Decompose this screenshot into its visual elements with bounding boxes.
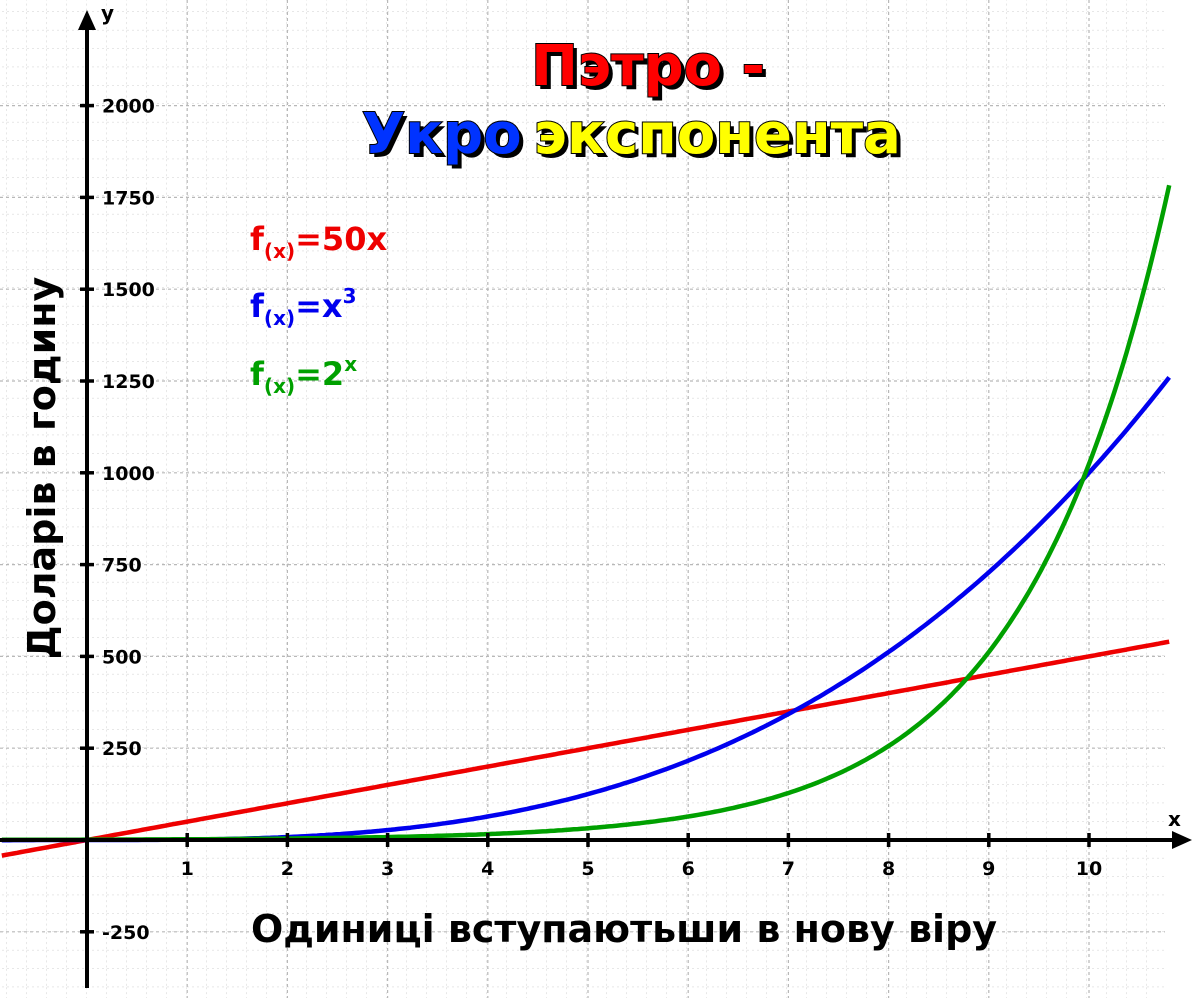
legend-formula-1: f(x)=50x <box>250 220 387 263</box>
y-tick-label: 1250 <box>102 371 155 393</box>
ticks: 1 2 3 4 5 6 7 8 9 10 -250 250 500 750 1000 1250 1500 1750… <box>80 96 1102 944</box>
legend-formula-2: f(x)=x3 <box>250 284 356 330</box>
x-axis-name: x <box>1168 807 1181 831</box>
title-line1-shadow: Пэтро - <box>535 38 769 103</box>
y-axis-title: Доларів в годину <box>20 277 64 660</box>
x-tick-label: 6 <box>682 858 695 880</box>
y-axis-name: y <box>101 1 114 25</box>
x-tick-label: 4 <box>481 858 494 880</box>
x-tick-label: 8 <box>882 858 895 880</box>
x-tick-label: 1 <box>181 858 194 880</box>
y-tick-label: 2000 <box>102 96 155 118</box>
y-tick-label: 250 <box>102 738 142 760</box>
x-tick-label: 3 <box>381 858 394 880</box>
x-axis-title: Одиниці вступаютьши в нову віру <box>251 907 997 951</box>
title-line2-shadow: Укро экспонента <box>366 106 905 171</box>
x-tick-label: 5 <box>581 858 594 880</box>
x-axis-arrow <box>1172 831 1192 849</box>
title-line2: Укро экспонента <box>362 102 901 167</box>
y-tick-label: -250 <box>102 922 150 944</box>
x-tick-label: 9 <box>982 858 995 880</box>
x-tick-label: 7 <box>782 858 795 880</box>
y-tick-label: 1000 <box>102 463 155 485</box>
y-tick-label: 500 <box>102 646 142 668</box>
y-tick-label: 1500 <box>102 279 155 301</box>
y-tick-label: 750 <box>102 555 142 577</box>
y-axis-arrow <box>78 10 96 30</box>
legend: f(x)=50x f(x)=x3 f(x)=2x <box>250 220 387 398</box>
series-line-1 <box>1 639 1170 858</box>
x-tick-label: 10 <box>1076 858 1102 880</box>
x-tick-label: 2 <box>281 858 294 880</box>
chart-title: Пэтро - Пэтро - Укро экспонента Укро экспо… <box>361 33 905 171</box>
legend-formula-3: f(x)=2x <box>250 352 357 398</box>
title-part-ukro: Укро <box>362 102 522 167</box>
major-grid <box>0 0 1165 998</box>
title-line1: Пэтро - <box>531 34 765 99</box>
y-tick-label: 1750 <box>102 187 155 209</box>
grid <box>0 0 1165 998</box>
title-part-exponenta: экспонента <box>534 102 901 167</box>
